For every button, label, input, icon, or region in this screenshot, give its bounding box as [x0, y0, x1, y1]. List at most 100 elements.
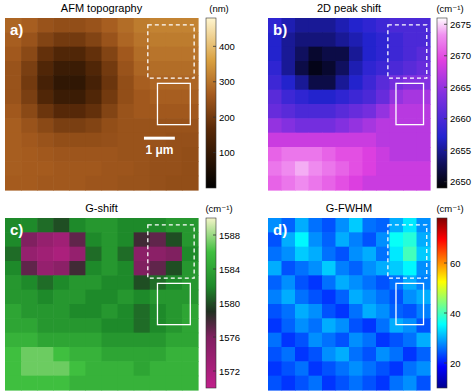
cell — [5, 304, 22, 319]
cell — [69, 347, 86, 362]
cell — [309, 247, 323, 262]
cell — [336, 75, 350, 90]
cell — [268, 261, 282, 276]
cell — [69, 376, 86, 391]
cell — [53, 161, 70, 176]
cell — [282, 147, 296, 162]
cell — [118, 61, 135, 76]
cell — [403, 318, 417, 333]
cell — [118, 290, 135, 305]
cell — [21, 232, 38, 247]
panel-label: b) — [273, 21, 287, 38]
cell — [102, 275, 119, 290]
cell — [376, 318, 390, 333]
cell — [21, 161, 38, 176]
cell — [69, 61, 86, 76]
cell — [37, 104, 54, 119]
cell — [268, 290, 282, 305]
cell — [349, 61, 363, 76]
cell — [403, 304, 417, 319]
cell — [134, 104, 151, 119]
panel-title: 2D peak shift — [317, 2, 381, 14]
cell — [268, 118, 282, 133]
cell — [268, 376, 282, 391]
cell — [85, 61, 102, 76]
cell — [21, 247, 38, 262]
cell — [5, 133, 22, 148]
cell — [69, 218, 86, 233]
cell — [134, 318, 151, 333]
colorbar-tick — [213, 269, 216, 270]
cell — [349, 133, 363, 148]
cell — [322, 318, 336, 333]
colorbar-tick-label: 2670 — [450, 50, 471, 61]
colorbar-tick-label: 60 — [450, 258, 461, 269]
cell — [268, 90, 282, 105]
cell — [69, 247, 86, 262]
cell — [403, 47, 417, 62]
cell — [134, 290, 151, 305]
colorbar-tick — [213, 235, 216, 236]
cell — [118, 304, 135, 319]
cell — [5, 347, 22, 362]
cell — [376, 275, 390, 290]
cell — [53, 90, 70, 105]
cell — [363, 347, 377, 362]
cell — [118, 176, 135, 191]
cell — [417, 261, 431, 276]
cell — [349, 318, 363, 333]
cell — [282, 361, 296, 376]
colorbar-tick-label: 40 — [450, 308, 461, 319]
cell — [118, 218, 135, 233]
cell — [5, 47, 22, 62]
cell — [295, 247, 309, 262]
cell — [85, 32, 102, 47]
cell — [69, 118, 86, 133]
cell — [5, 61, 22, 76]
cell — [349, 104, 363, 119]
cell — [118, 247, 135, 262]
cell — [182, 133, 199, 148]
cell — [282, 347, 296, 362]
cell — [309, 133, 323, 148]
cell — [53, 304, 70, 319]
cell — [282, 275, 296, 290]
cell — [69, 133, 86, 148]
cell — [376, 161, 390, 176]
cell — [118, 318, 135, 333]
colorbar-tick-label: 400 — [219, 41, 235, 52]
cell — [322, 232, 336, 247]
cell — [85, 376, 102, 391]
cell — [363, 376, 377, 391]
cell — [85, 161, 102, 176]
cell — [21, 275, 38, 290]
cell — [403, 147, 417, 162]
dashed-region — [388, 25, 427, 78]
cell — [85, 133, 102, 148]
cell — [166, 333, 183, 348]
colorbar-tick — [213, 337, 216, 338]
cell — [85, 261, 102, 276]
cell — [166, 47, 183, 62]
cell — [102, 47, 119, 62]
cell — [69, 32, 86, 47]
cell — [376, 290, 390, 305]
cell — [363, 90, 377, 105]
cell — [166, 318, 183, 333]
cell — [53, 275, 70, 290]
cell — [102, 318, 119, 333]
cell — [363, 104, 377, 119]
cell — [5, 247, 22, 262]
cell — [102, 133, 119, 148]
cell — [322, 361, 336, 376]
cell — [417, 176, 431, 191]
cell — [102, 90, 119, 105]
figure: a)1 μmAFM topography100200300400(nm)b)2D… — [0, 0, 474, 392]
cell — [37, 61, 54, 76]
cell — [376, 361, 390, 376]
cell — [349, 361, 363, 376]
cell — [349, 376, 363, 391]
colorbar-tick-label: 2665 — [450, 82, 471, 93]
cell — [85, 275, 102, 290]
cell — [5, 75, 22, 90]
